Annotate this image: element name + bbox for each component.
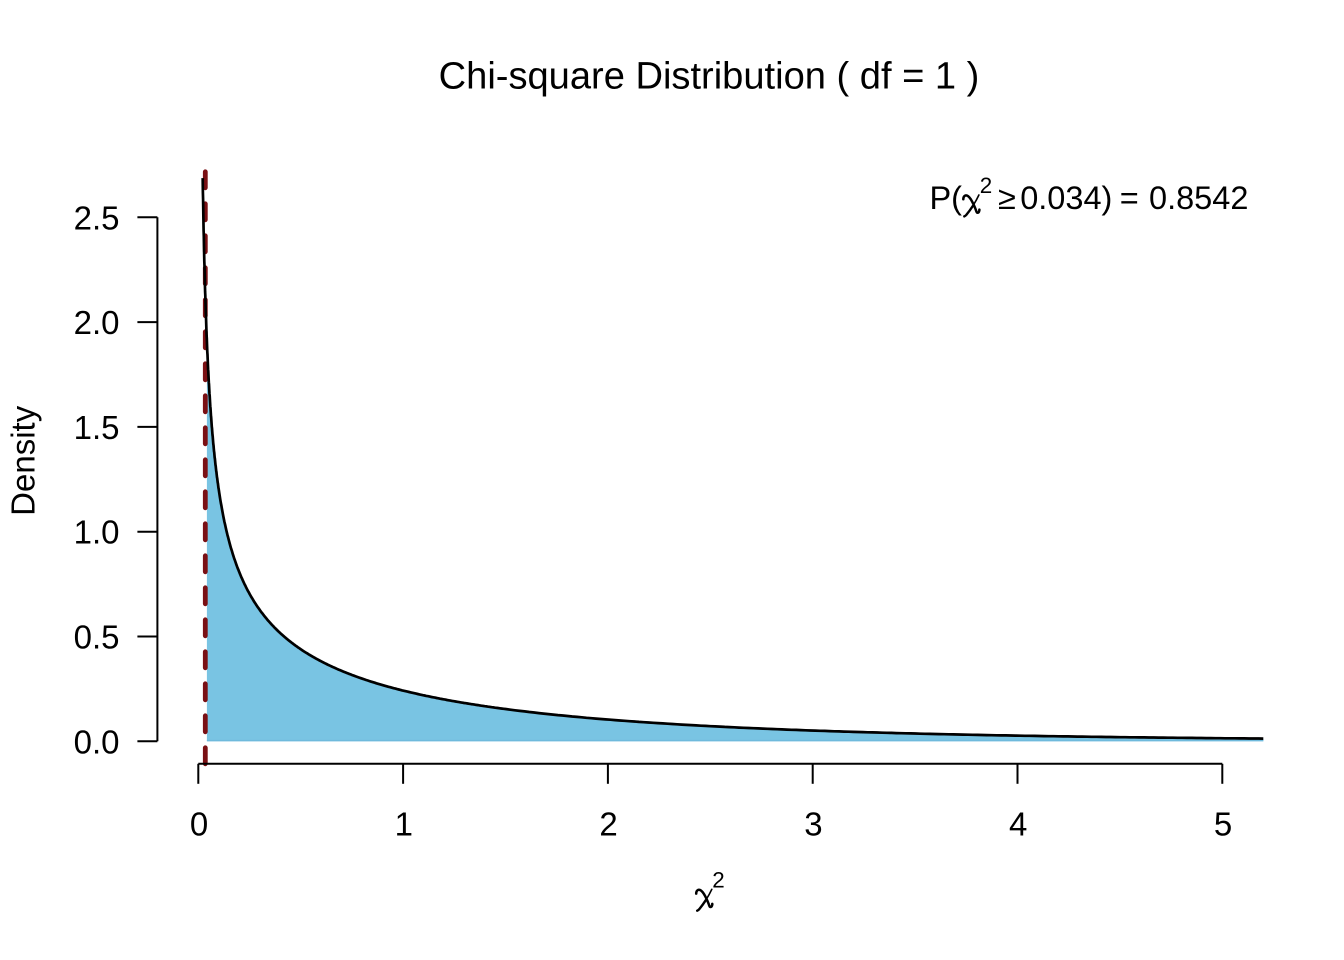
- svg-text:Chi-square Distribution ( df =: Chi-square Distribution ( df = 1 ): [439, 56, 980, 98]
- svg-text:1: 1: [395, 805, 413, 842]
- svg-text:Density: Density: [5, 405, 42, 516]
- svg-text:≥: ≥: [998, 180, 1016, 216]
- svg-text:0: 0: [190, 805, 208, 842]
- svg-text:1.0: 1.0: [74, 514, 120, 551]
- svg-text:2: 2: [712, 867, 724, 892]
- svg-text:2.0: 2.0: [74, 304, 120, 341]
- svg-text:5: 5: [1214, 805, 1232, 842]
- svg-text:2.5: 2.5: [74, 199, 120, 236]
- svg-text:0.0: 0.0: [74, 723, 120, 760]
- svg-text:=: =: [1120, 180, 1139, 216]
- svg-text:0.034): 0.034): [1020, 180, 1112, 216]
- svg-text:0.5: 0.5: [74, 619, 120, 656]
- svg-text:4: 4: [1009, 805, 1027, 842]
- svg-text:P(: P(: [930, 180, 963, 216]
- svg-text:2: 2: [599, 805, 617, 842]
- svg-text:3: 3: [804, 805, 822, 842]
- svg-text:2: 2: [980, 173, 992, 198]
- svg-text:1.5: 1.5: [74, 409, 120, 446]
- svg-text:0.8542: 0.8542: [1149, 180, 1248, 216]
